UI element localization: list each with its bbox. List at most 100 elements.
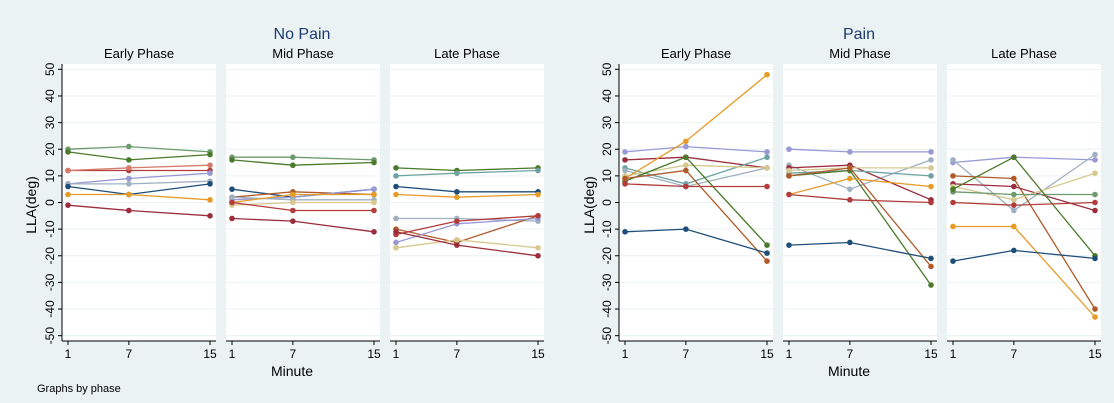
data-point xyxy=(290,191,296,198)
data-point xyxy=(847,186,853,192)
data-point xyxy=(786,173,792,179)
data-point xyxy=(786,191,792,198)
panel-strip-pain-early-phase xyxy=(619,45,773,63)
y-tick-label: -40 xyxy=(43,300,57,318)
data-point xyxy=(764,242,770,248)
panel-title-pain-late-phase: Late Phase xyxy=(991,46,1057,61)
data-point xyxy=(928,165,934,171)
data-point xyxy=(207,197,213,203)
x-tick-label: 15 xyxy=(367,347,381,361)
x-tick-label: 7 xyxy=(454,347,461,361)
data-point xyxy=(1011,202,1017,208)
data-point xyxy=(454,218,460,224)
panel-title-no-pain-late-phase: Late Phase xyxy=(434,46,500,61)
panel-title-pain-early-phase: Early Phase xyxy=(661,46,731,61)
x-axis-title-no-pain: Minute xyxy=(271,363,313,379)
data-point xyxy=(928,282,934,288)
data-point xyxy=(622,228,628,235)
data-point xyxy=(1092,170,1098,177)
data-point xyxy=(622,167,628,174)
y-tick-label: -50 xyxy=(43,327,57,345)
graphs-by-phase-note: Graphs by phase xyxy=(37,383,121,395)
data-point xyxy=(393,239,399,246)
data-point xyxy=(535,167,541,174)
y-tick-label: 50 xyxy=(43,62,57,76)
data-point xyxy=(371,159,377,166)
data-point xyxy=(1092,255,1098,262)
data-point xyxy=(454,194,460,200)
data-point xyxy=(371,199,377,206)
data-point xyxy=(622,181,628,187)
data-point xyxy=(393,183,399,190)
data-point xyxy=(126,191,132,198)
y-tick-label: 10 xyxy=(43,169,57,183)
panel-strip-pain-mid-phase xyxy=(783,45,937,63)
data-point xyxy=(393,191,399,198)
data-point xyxy=(290,218,296,224)
data-point xyxy=(290,199,296,206)
data-point xyxy=(126,165,132,171)
data-point xyxy=(764,71,770,78)
data-point xyxy=(126,143,132,150)
x-tick-label: 15 xyxy=(1088,347,1102,361)
y-tick-label: -20 xyxy=(600,247,614,265)
data-point xyxy=(1092,151,1098,158)
data-point xyxy=(229,194,235,200)
data-point xyxy=(207,162,213,169)
data-point xyxy=(290,162,296,169)
y-tick-label: -30 xyxy=(600,273,614,291)
y-tick-label: 30 xyxy=(43,116,57,130)
data-point xyxy=(454,242,460,248)
data-point xyxy=(393,173,399,179)
x-tick-label: 1 xyxy=(393,347,400,361)
data-point xyxy=(1092,314,1098,320)
data-point xyxy=(928,255,934,262)
data-point xyxy=(928,199,934,206)
data-point xyxy=(847,197,853,203)
y-tick-label: -20 xyxy=(43,247,57,265)
data-point xyxy=(950,173,956,179)
data-point xyxy=(950,157,956,163)
data-point xyxy=(683,162,689,169)
x-tick-label: 7 xyxy=(126,347,133,361)
y-tick-label: 10 xyxy=(600,169,614,183)
data-point xyxy=(371,191,377,198)
data-point xyxy=(535,213,541,219)
data-point xyxy=(454,236,460,243)
data-point xyxy=(764,258,770,264)
data-point xyxy=(1092,199,1098,206)
data-point xyxy=(229,215,235,222)
data-point xyxy=(126,207,132,214)
panel-title-no-pain-early-phase: Early Phase xyxy=(104,46,174,61)
x-tick-label: 7 xyxy=(683,347,690,361)
data-point xyxy=(65,191,71,198)
panel-title-pain-mid-phase: Mid Phase xyxy=(829,46,890,61)
data-point xyxy=(928,157,934,163)
data-point xyxy=(65,167,71,174)
x-tick-label: 1 xyxy=(229,347,236,361)
data-point xyxy=(622,157,628,163)
x-tick-label: 15 xyxy=(203,347,217,361)
data-point xyxy=(1092,191,1098,198)
data-point xyxy=(65,183,71,190)
data-point xyxy=(126,181,132,187)
data-point xyxy=(1011,197,1017,203)
data-point xyxy=(1011,154,1017,161)
data-point xyxy=(65,149,71,155)
data-point xyxy=(928,263,934,270)
data-point xyxy=(683,167,689,174)
y-tick-label: -10 xyxy=(600,220,614,238)
data-point xyxy=(207,181,213,187)
data-point xyxy=(229,199,235,206)
data-point xyxy=(950,258,956,264)
data-point xyxy=(290,207,296,214)
x-tick-label: 15 xyxy=(760,347,774,361)
data-point xyxy=(683,143,689,150)
y-tick-label: -40 xyxy=(600,300,614,318)
data-point xyxy=(393,165,399,171)
data-point xyxy=(535,252,541,259)
x-tick-label: 15 xyxy=(924,347,938,361)
data-point xyxy=(950,199,956,206)
